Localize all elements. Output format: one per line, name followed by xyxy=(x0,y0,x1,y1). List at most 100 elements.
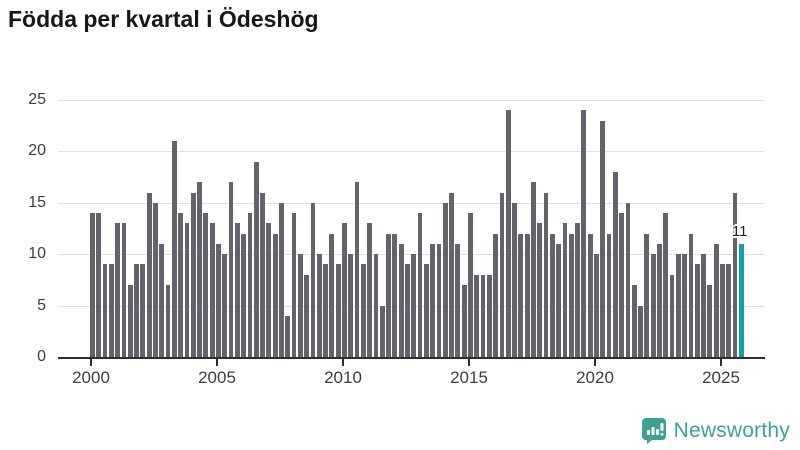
bar-2012Q1 xyxy=(392,233,398,357)
bar-2000Q3 xyxy=(102,264,108,357)
bar-2016Q1 xyxy=(493,233,499,357)
bar-2010Q4 xyxy=(360,264,366,357)
bar-2000Q4 xyxy=(108,264,114,357)
x-tick-label-2005: 2005 xyxy=(198,368,236,387)
y-tick-label-20: 20 xyxy=(28,142,46,160)
bar-2006Q1 xyxy=(241,233,247,357)
bar-2013Q3 xyxy=(430,243,436,357)
x-tick-2025 xyxy=(720,359,722,366)
bar-2015Q1 xyxy=(468,213,473,357)
chart-title: Födda per kvartal i Ödeshög xyxy=(8,6,319,32)
bar-2011Q2 xyxy=(373,254,379,357)
bar-2013Q4 xyxy=(436,243,442,357)
bar-2017Q4 xyxy=(537,223,543,357)
bar-2000Q1 xyxy=(90,213,95,357)
newsworthy-logo-icon xyxy=(641,418,666,444)
bar-2023Q4 xyxy=(688,233,694,357)
x-tick-2020 xyxy=(594,359,596,366)
gridline-15 xyxy=(58,202,765,204)
bar-2001Q4 xyxy=(134,264,139,357)
x-tick-label-2000: 2000 xyxy=(72,368,110,387)
bar-2014Q3 xyxy=(455,243,461,357)
bar-2017Q1 xyxy=(518,233,524,357)
bar-2021Q4 xyxy=(638,305,643,357)
bar-2020Q2 xyxy=(600,120,606,357)
x-tick-label-2020: 2020 xyxy=(576,368,614,387)
bar-2001Q2 xyxy=(121,223,127,357)
bar-2015Q4 xyxy=(486,274,492,357)
bar-2008Q2 xyxy=(297,254,303,357)
bar-2009Q1 xyxy=(316,254,322,357)
bar-2021Q2 xyxy=(625,202,631,357)
bar-2002Q4 xyxy=(159,243,165,357)
bar-2023Q3 xyxy=(682,254,688,357)
bar-2001Q3 xyxy=(127,285,133,357)
bar-2019Q2 xyxy=(575,223,580,357)
bar-2005Q4 xyxy=(234,223,240,357)
bar-2009Q4 xyxy=(335,264,341,357)
bar-2018Q3 xyxy=(556,243,562,357)
bar-2013Q2 xyxy=(423,264,429,357)
bar-2022Q1 xyxy=(644,233,650,357)
y-tick-label-25: 25 xyxy=(28,91,46,108)
bar-2024Q4 xyxy=(713,243,719,357)
newsworthy-logo-text: Newsworthy xyxy=(673,418,790,442)
bar-2007Q3 xyxy=(279,202,284,357)
bar-2016Q3 xyxy=(505,110,511,357)
bar-2012Q4 xyxy=(411,254,417,357)
plot-area xyxy=(58,92,765,359)
bar-2024Q1 xyxy=(694,264,700,357)
bar-2020Q3 xyxy=(606,233,612,357)
x-tick-2010 xyxy=(342,359,344,366)
bar-2025Q2 xyxy=(726,264,732,357)
x-tick-label-2010: 2010 xyxy=(324,368,362,387)
gridline-25 xyxy=(58,100,765,101)
bar-2012Q2 xyxy=(398,243,404,357)
bar-2004Q3 xyxy=(203,213,209,357)
bar-2011Q1 xyxy=(367,223,373,357)
bar-2005Q1 xyxy=(216,243,221,357)
x-tick-2000 xyxy=(90,359,92,366)
bar-2017Q2 xyxy=(524,233,530,357)
bar-2016Q2 xyxy=(499,192,505,357)
bar-2020Q4 xyxy=(612,171,618,357)
bar-2023Q2 xyxy=(675,254,681,357)
last-value-label: 11 xyxy=(731,222,748,240)
bar-2014Q4 xyxy=(461,285,467,357)
bar-2012Q3 xyxy=(405,264,410,357)
bar-2024Q2 xyxy=(701,254,706,357)
bar-2022Q4 xyxy=(663,213,669,357)
gridline-20 xyxy=(58,151,765,153)
bar-2016Q4 xyxy=(512,202,517,357)
bar-2014Q1 xyxy=(442,202,448,357)
bar-2010Q1 xyxy=(342,223,347,357)
bar-2005Q2 xyxy=(222,254,228,357)
bar-2018Q4 xyxy=(562,223,568,357)
bar-2019Q4 xyxy=(587,233,593,357)
x-tick-label-2025: 2025 xyxy=(702,368,740,387)
x-tick-2015 xyxy=(468,359,470,366)
bar-2003Q3 xyxy=(178,213,184,357)
bar-2010Q3 xyxy=(354,182,360,357)
bar-2025Q3 xyxy=(732,192,738,357)
bar-2011Q4 xyxy=(386,233,391,357)
bar-2007Q1 xyxy=(266,223,272,357)
bar-2022Q2 xyxy=(650,254,656,357)
bar-2009Q2 xyxy=(323,264,328,357)
newsworthy-logo: Newsworthy xyxy=(641,417,790,444)
bar-2017Q3 xyxy=(531,182,536,357)
bar-2018Q2 xyxy=(549,233,555,357)
bar-2019Q3 xyxy=(581,110,587,357)
bar-2022Q3 xyxy=(657,243,662,357)
y-tick-label-5: 5 xyxy=(37,296,46,314)
bar-2013Q1 xyxy=(417,213,423,357)
y-tick-label-10: 10 xyxy=(28,245,46,263)
bar-2010Q2 xyxy=(348,254,354,357)
bar-2002Q1 xyxy=(140,264,146,357)
bar-2007Q4 xyxy=(285,315,291,357)
bar-2009Q3 xyxy=(329,233,335,357)
bar-2002Q3 xyxy=(153,202,158,357)
bar-2014Q2 xyxy=(449,192,454,357)
bar-2006Q2 xyxy=(247,213,253,357)
bar-2021Q1 xyxy=(619,213,625,357)
